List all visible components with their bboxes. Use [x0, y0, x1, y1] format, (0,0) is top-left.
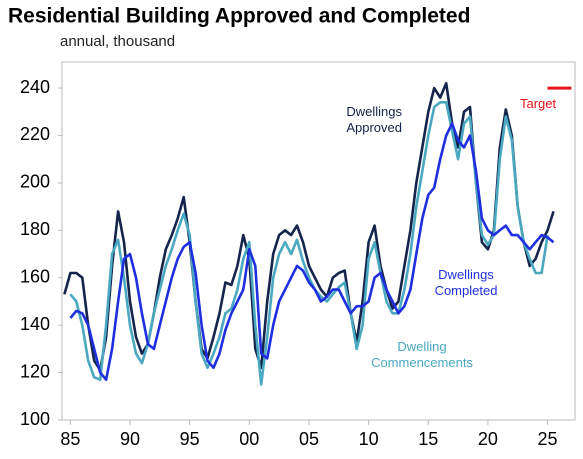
series-line: [69, 122, 555, 381]
annotation: Dwellings Approved: [346, 104, 402, 135]
annotation: Dwelling Commencements: [371, 339, 473, 370]
x-tick-label: 85: [60, 429, 80, 449]
x-tick-label: 25: [538, 429, 558, 449]
x-tick-label: 15: [418, 429, 438, 449]
x-tick-label: 05: [299, 429, 319, 449]
x-tick-label: 95: [180, 429, 200, 449]
y-tick-label: 100: [20, 409, 50, 429]
annotation: Dwellings Completed: [434, 267, 498, 298]
x-tick-label: 10: [359, 429, 379, 449]
y-tick-label: 160: [20, 266, 50, 286]
y-tick-label: 220: [20, 124, 50, 144]
plot-frame: [61, 61, 576, 421]
x-tick-label: 90: [120, 429, 140, 449]
y-tick-label: 200: [20, 172, 50, 192]
chart-title: Residential Building Approved and Comple…: [8, 5, 470, 28]
x-tick-label: 00: [239, 429, 259, 449]
x-tick-label: 20: [478, 429, 498, 449]
series-line: [69, 101, 549, 386]
y-tick-label: 140: [20, 314, 50, 334]
y-tick-label: 240: [20, 77, 50, 97]
chart-subtitle: annual, thousand: [60, 33, 175, 50]
y-tick-label: 180: [20, 219, 50, 239]
annotation: Target: [520, 96, 557, 111]
y-tick-label: 120: [20, 361, 50, 381]
